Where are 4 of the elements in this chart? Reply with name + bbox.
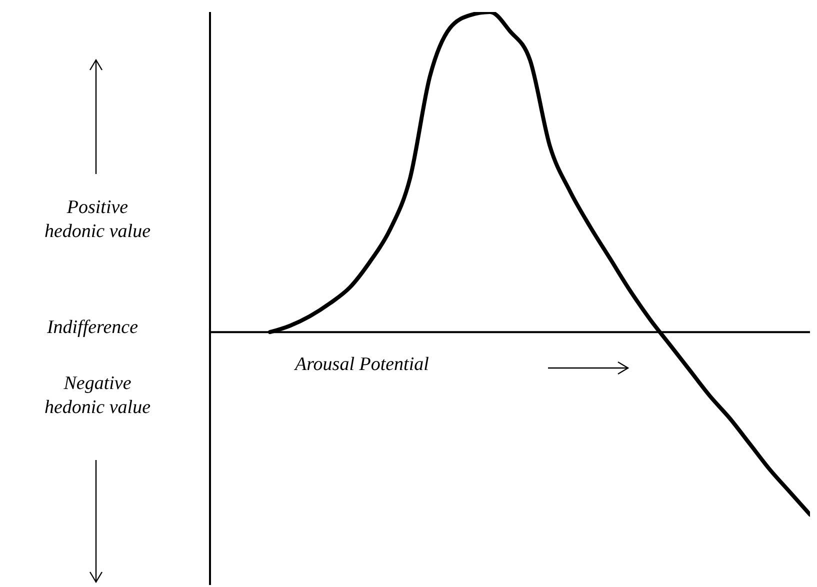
text: Indifference xyxy=(46,316,140,340)
x-axis-title: Arousal Potential xyxy=(295,353,429,377)
text: Negative hedonic value xyxy=(43,372,152,420)
text: Positive hedonic value xyxy=(43,196,152,244)
